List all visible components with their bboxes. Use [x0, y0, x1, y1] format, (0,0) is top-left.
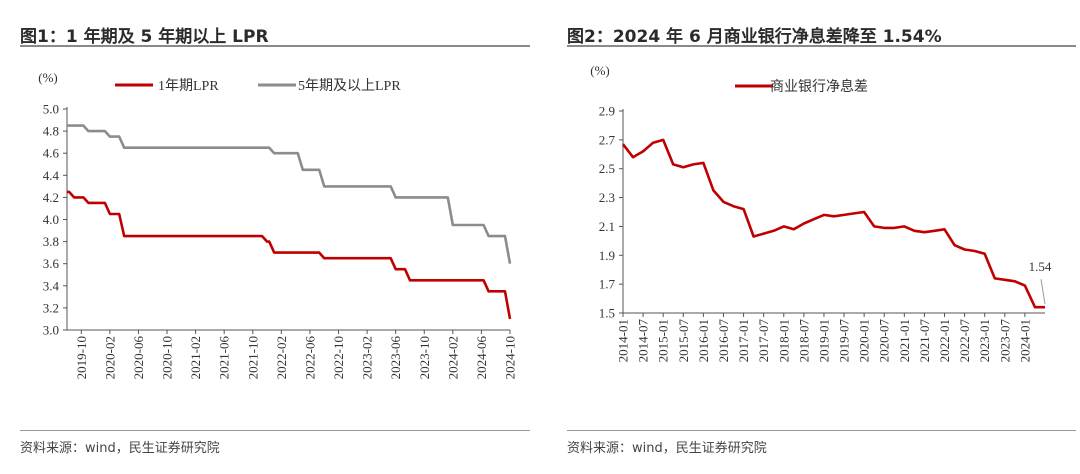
x-tick-label: 2020-01	[857, 319, 872, 362]
chart-panel-lpr: 图1：1 年期及 5 年期以上 LPR (%) 3.0 3.2 3.4 3.6 3.8 4.…	[0, 0, 532, 474]
x-tick-label: 2021-07	[917, 319, 932, 363]
x-tick-label: 2022-02	[274, 336, 289, 379]
y-tick-label: 3.0	[43, 323, 59, 338]
x-tick-label: 2024-10	[503, 336, 518, 379]
x-tick-label: 2022-01	[937, 319, 952, 362]
x-tick-label: 2018-07	[796, 319, 811, 363]
source-note: 资料来源：wind，民生证券研究院	[20, 441, 220, 456]
x-tick-label: 2021-10	[245, 336, 260, 379]
y-tick-label: 2.7	[599, 132, 616, 147]
x-tick-label: 2014-07	[636, 319, 651, 363]
x-tick-label: 2021-06	[217, 336, 232, 380]
lpr-line-chart: (%) 3.0 3.2 3.4 3.6 3.8 4.0 4.2 4.4 4.6 4.8 5.0 2019…	[38, 70, 518, 380]
title-divider	[20, 45, 530, 47]
x-tick-label: 2022-10	[331, 336, 346, 379]
x-tick-label: 2020-07	[877, 319, 892, 363]
x-tick-label: 2020-02	[102, 336, 117, 379]
x-tick-label: 2024-02	[445, 336, 460, 379]
y-tick-label: 2.9	[599, 104, 615, 119]
x-tick-label: 2019-10	[74, 336, 89, 379]
series-line-2	[67, 124, 512, 264]
y-tick-label: 2.1	[599, 219, 615, 234]
chart-panel-nim: 图2：2024 年 6 月商业银行净息差降至 1.54% (%) 1.5 1.7 1.…	[555, 0, 1080, 474]
x-tick-label: 2020-10	[160, 336, 175, 379]
annotation-leader-line	[1040, 279, 1046, 305]
x-tick-label: 2023-02	[360, 336, 375, 379]
x-tick-label: 2019-07	[837, 319, 852, 363]
x-tick-label: 2017-07	[756, 319, 771, 363]
y-axis-unit-label: (%)	[590, 63, 610, 78]
y-tick-label: 4.6	[43, 146, 60, 161]
x-tick-label: 2016-01	[696, 319, 711, 362]
series-line-1	[621, 138, 1045, 309]
y-tick-label: 5.0	[43, 102, 59, 117]
x-tick-label: 2019-01	[816, 319, 831, 362]
y-tick-label: 3.4	[43, 278, 60, 293]
x-tick-label: 2016-07	[716, 319, 731, 363]
legend-label-2: 5年期及以上LPR	[298, 78, 401, 94]
series-line-1	[67, 190, 512, 320]
x-tick-label: 2021-02	[188, 336, 203, 379]
x-tick-label: 2015-01	[656, 319, 671, 362]
annotation-label: 1.54	[1029, 259, 1052, 274]
y-tick-label: 1.9	[599, 248, 615, 263]
x-tick-label: 2018-01	[776, 319, 791, 362]
x-tick-label: 2015-07	[676, 319, 691, 363]
x-tick-label: 2014-01	[616, 319, 631, 362]
y-tick-label: 1.7	[599, 277, 616, 292]
x-tick-label: 2022-06	[302, 336, 317, 380]
y-tick-label: 4.0	[43, 212, 59, 227]
y-tick-label: 1.5	[599, 306, 615, 321]
source-divider	[20, 430, 530, 431]
title-divider	[567, 45, 1076, 47]
x-tick-label: 2022-07	[957, 319, 972, 363]
y-tick-label: 4.4	[43, 168, 60, 183]
y-tick-label: 2.3	[599, 190, 615, 205]
legend-label-1: 商业银行净息差	[770, 78, 868, 95]
x-tick-label: 2023-01	[977, 319, 992, 362]
x-tick-label: 2024-01	[1017, 319, 1032, 362]
x-tick-label: 2023-07	[997, 319, 1012, 363]
nim-line-chart: (%) 1.5 1.7 1.9 2.1 2.3 2.5 2.7 2.9 2014-01 2014-0…	[590, 63, 1052, 363]
x-tick-label: 2017-01	[736, 319, 751, 362]
y-tick-label: 3.2	[43, 300, 59, 315]
chart-title: 图1：1 年期及 5 年期以上 LPR	[20, 27, 269, 47]
legend-label-1: 1年期LPR	[158, 78, 219, 94]
y-tick-label: 3.6	[43, 256, 60, 271]
chart-title: 图2：2024 年 6 月商业银行净息差降至 1.54%	[567, 27, 942, 47]
y-tick-label: 3.8	[43, 234, 59, 249]
x-tick-label: 2024-06	[474, 336, 489, 380]
y-axis-unit-label: (%)	[38, 70, 58, 85]
x-tick-label: 2023-06	[388, 336, 403, 380]
y-tick-label: 4.2	[43, 190, 59, 205]
y-tick-label: 2.5	[599, 161, 615, 176]
source-divider	[567, 430, 1076, 431]
source-note: 资料来源：wind，民生证券研究院	[567, 441, 767, 456]
x-tick-label: 2020-06	[131, 336, 146, 380]
y-tick-label: 4.8	[43, 124, 59, 139]
x-tick-label: 2023-10	[417, 336, 432, 379]
x-tick-label: 2021-01	[897, 319, 912, 362]
